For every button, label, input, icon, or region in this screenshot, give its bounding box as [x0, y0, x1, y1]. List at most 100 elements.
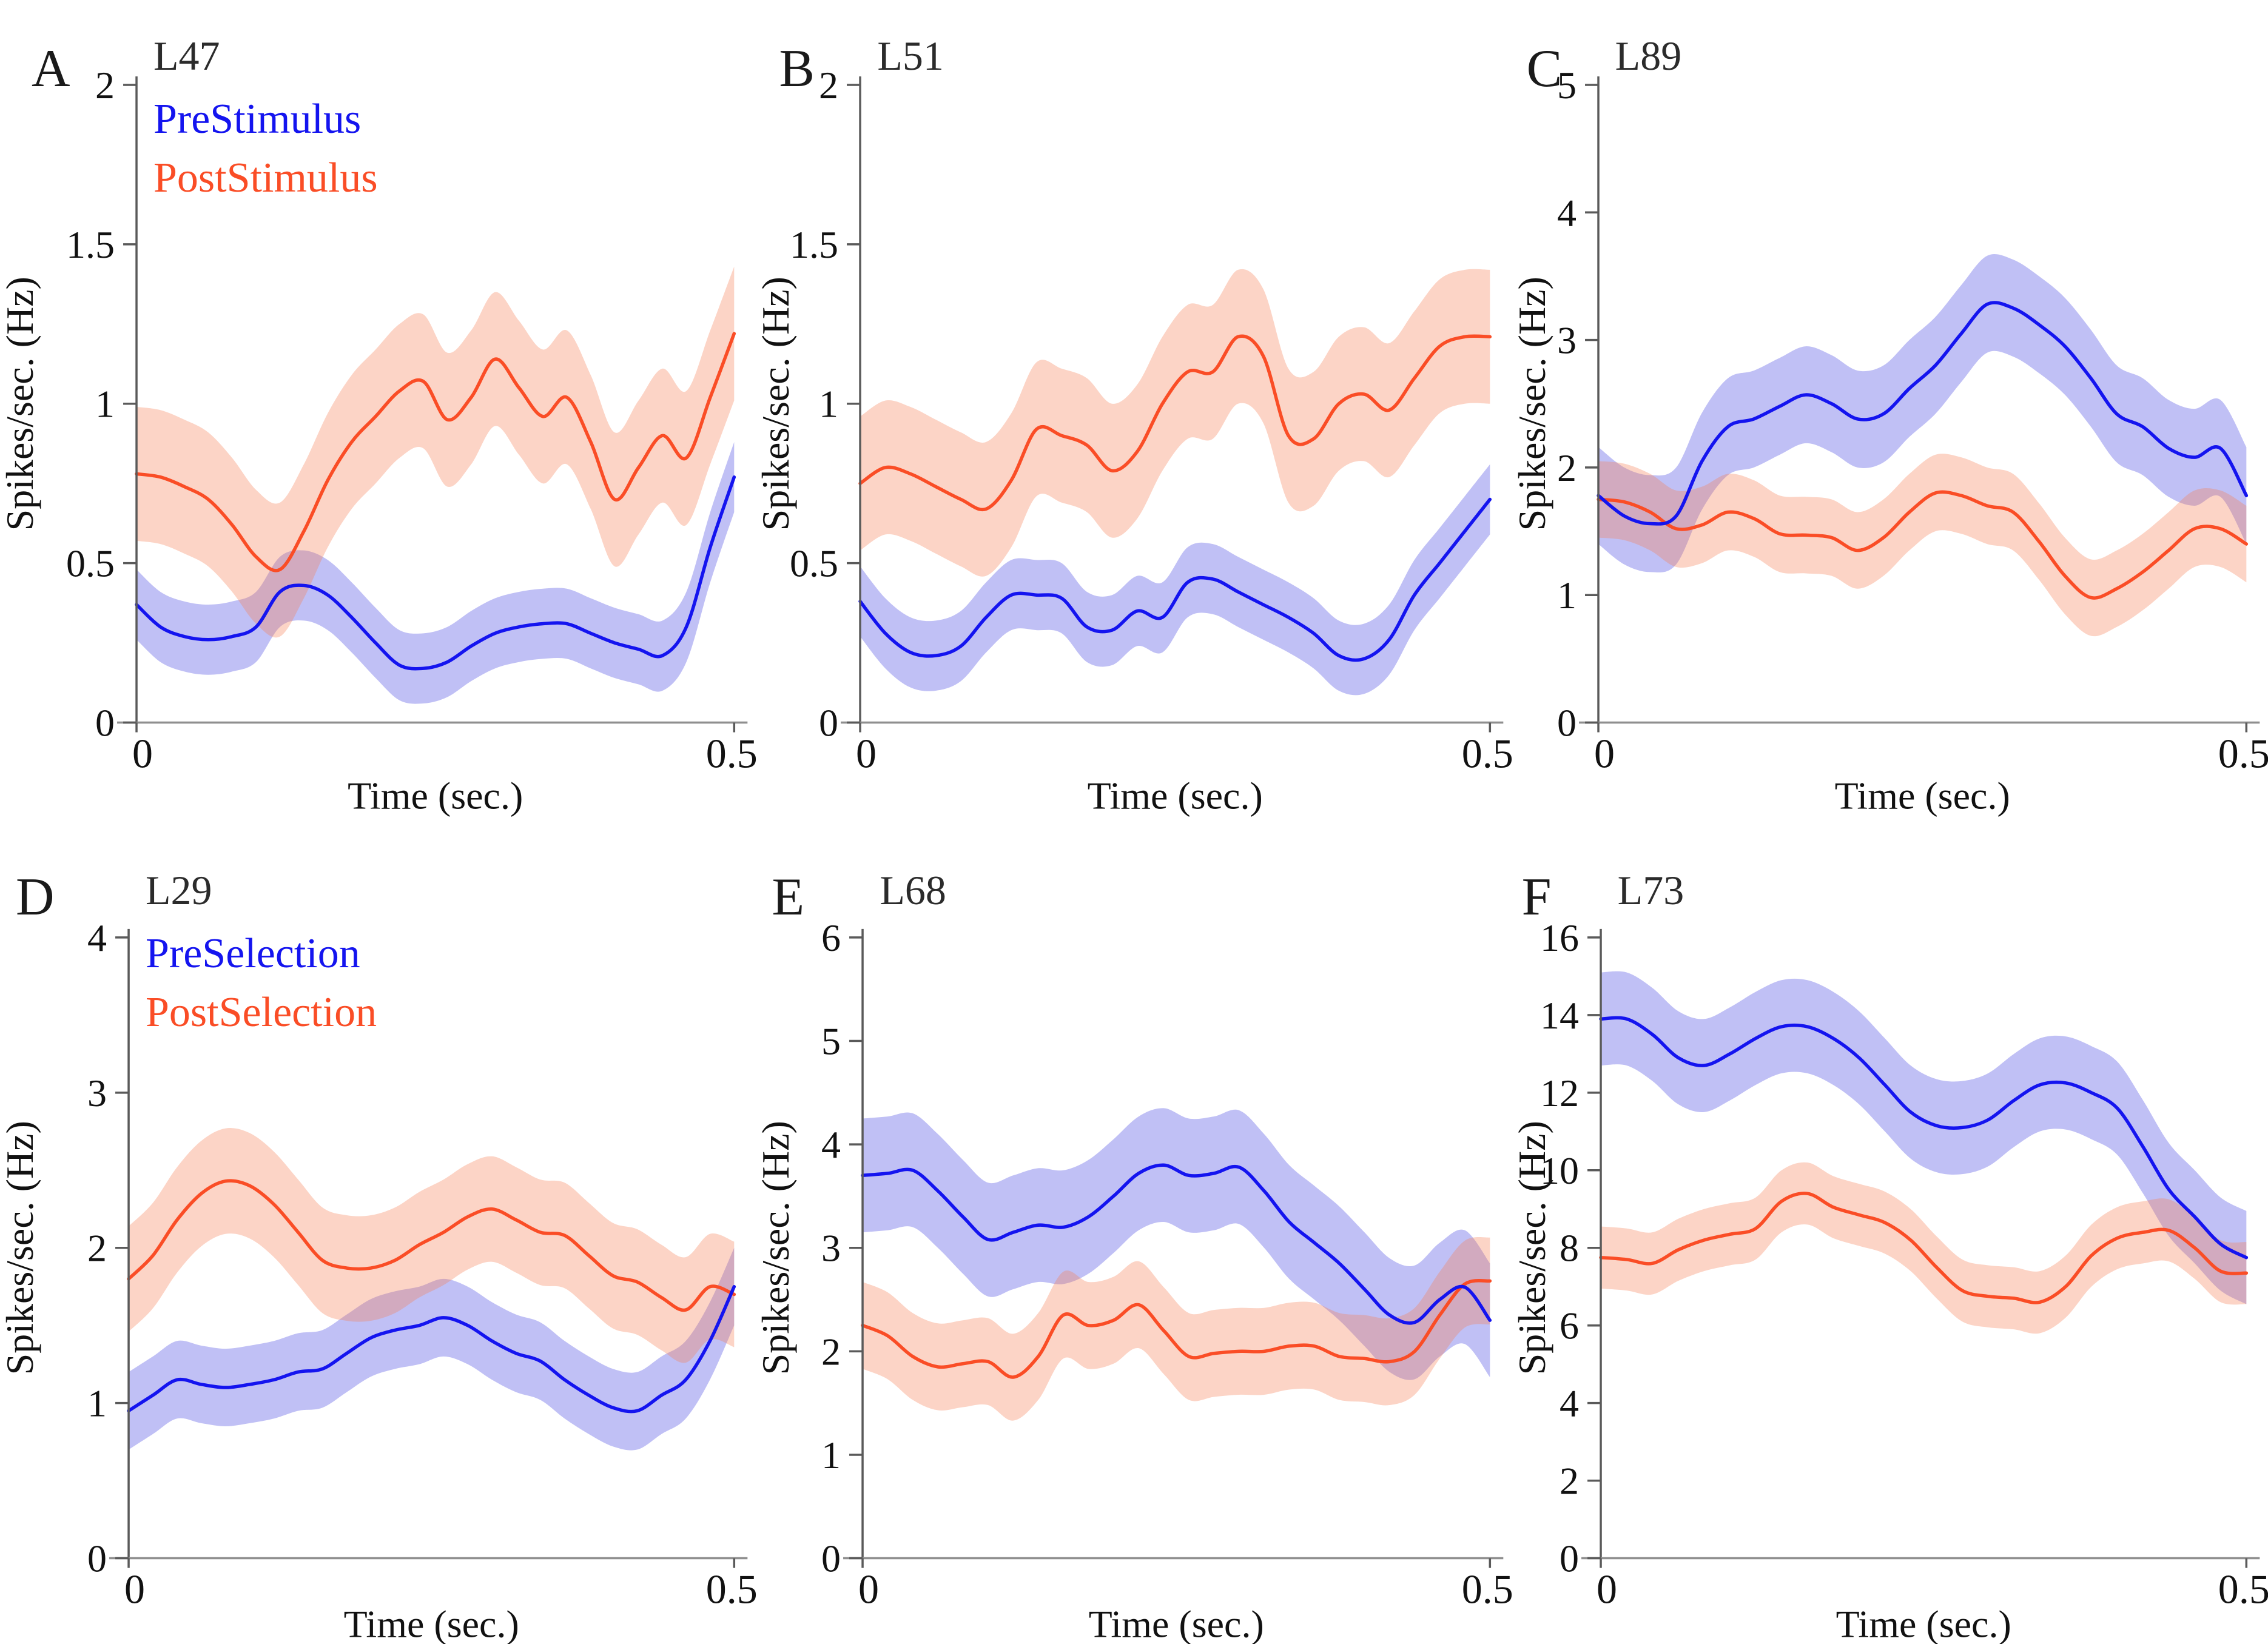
panel-d-plot-area: 0 1 2 3 4 0 0.5 Time (sec.) Spikes/sec. (Hz) [0, 822, 758, 1644]
postselection-error-band [129, 1127, 735, 1363]
postselection-mean-line [127, 1178, 736, 1312]
poststimulus-mean-line [858, 334, 1492, 512]
panel-a-svg: 0 0.5 1 1.5 2 0 0.5 Time (sec.) Spikes/sec. (Hz) [0, 64, 758, 817]
y-axis-label: Spikes/sec. (Hz) [754, 277, 797, 531]
preselection-mean-line [1598, 1016, 2248, 1259]
x-tick-label: 0.5 [706, 731, 758, 777]
y-tick-label: 1.5 [790, 223, 838, 266]
panel-d-legend: PreSelection PostSelection [146, 924, 377, 1042]
panel-b: 0 0.5 1 1.5 2 0 0.5 Time (sec.) Spikes/sec. (Hz)… [754, 0, 1513, 822]
legend-item-poststimulus: PostStimulus [153, 155, 378, 201]
x-tick-label: 0.5 [2218, 1566, 2268, 1612]
panel-b-title: L51 [877, 33, 944, 79]
y-tick-label: 2 [95, 64, 115, 107]
x-tick-label: 0 [124, 1566, 145, 1612]
prestimulus-error-band [1598, 253, 2246, 572]
legend-item-prestimulus: PreStimulus [153, 96, 362, 143]
panel-c-plot-area: 0 1 2 3 4 5 0 0.5 Time (sec.) Spikes/sec. (Hz) [1510, 0, 2268, 822]
panel-c-title: L89 [1615, 33, 1682, 79]
prestimulus-error-band [860, 464, 1490, 696]
y-axis-label: Spikes/sec. (Hz) [1510, 277, 1553, 531]
y-tick-label: 2 [87, 1226, 107, 1269]
panel-e-letter: E [772, 867, 805, 927]
panel-e: 0 1 2 3 4 5 6 0 0.5 Time (sec.) Spikes/sec. (Hz) E… [754, 822, 1513, 1644]
x-tick-label: 0.5 [1462, 731, 1513, 777]
y-tick-label: 12 [1540, 1071, 1579, 1114]
poststimulus-error-band [860, 269, 1490, 577]
y-tick-label: 16 [1540, 916, 1579, 959]
poststimulus-mean-line [1596, 490, 2248, 600]
preselection-error-band [1600, 971, 2246, 1304]
panel-e-plot-area: 0 1 2 3 4 5 6 0 0.5 Time (sec.) Spikes/sec. (Hz) [754, 822, 1513, 1644]
panel-e-title: L68 [880, 867, 946, 913]
panel-f: 0 2 4 6 8 10 12 14 16 0 0.5 Time (sec.) Spikes/sec. … [1510, 822, 2268, 1644]
x-tick-label: 0 [1594, 731, 1615, 777]
y-tick-label: 1 [1557, 574, 1576, 617]
panel-a-plot-area: 0 0.5 1 1.5 2 0 0.5 Time (sec.) Spikes/sec. (Hz) [0, 0, 758, 822]
y-tick-label: 2 [1557, 446, 1576, 489]
y-tick-label: 6 [1560, 1304, 1579, 1347]
prestimulus-mean-line [135, 475, 736, 671]
y-tick-label: 3 [821, 1226, 841, 1269]
x-axis-label: Time (sec.) [1836, 1602, 2011, 1644]
y-tick-label: 4 [1557, 191, 1576, 234]
y-tick-label: 6 [821, 916, 841, 959]
y-tick-label: 0 [819, 702, 838, 745]
x-axis-label: Time (sec.) [348, 774, 523, 817]
y-tick-label: 4 [87, 916, 107, 959]
prestimulus-mean-line [1596, 301, 2248, 526]
y-tick-label: 0 [95, 702, 115, 745]
y-tick-label: 1 [95, 383, 115, 426]
y-tick-label: 0 [87, 1537, 107, 1580]
x-axis-label: Time (sec.) [1089, 1602, 1264, 1644]
x-tick-label: 0 [856, 731, 877, 777]
preselection-mean-line [861, 1163, 1492, 1325]
y-tick-label: 4 [821, 1123, 841, 1166]
preselection-error-band [863, 1107, 1490, 1380]
postselection-error-band [1600, 1162, 2246, 1334]
panel-f-title: L73 [1617, 867, 1684, 913]
panel-a-title: L47 [153, 33, 220, 79]
y-tick-label: 1.5 [66, 223, 115, 266]
panel-f-plot-area: 0 2 4 6 8 10 12 14 16 0 0.5 Time (sec.) Spikes/sec. … [1510, 822, 2268, 1644]
panel-b-letter: B [779, 39, 815, 98]
panel-c-letter: C [1526, 39, 1563, 98]
y-tick-label: 8 [1560, 1226, 1579, 1269]
panel-a-letter: A [32, 39, 70, 98]
y-axis-label: Spikes/sec. (Hz) [754, 1121, 797, 1375]
panel-e-svg: 0 1 2 3 4 5 6 0 0.5 Time (sec.) Spikes/sec. (Hz) [754, 916, 1513, 1644]
preselection-error-band [129, 1247, 735, 1451]
panel-a-legend: PreStimulus PostStimulus [153, 90, 378, 207]
y-tick-label: 0.5 [790, 542, 838, 585]
x-axis-label: Time (sec.) [1834, 774, 2010, 817]
preselection-mean-line [127, 1284, 736, 1413]
panel-d: 0 1 2 3 4 0 0.5 Time (sec.) Spikes/sec. (Hz) D L… [0, 822, 758, 1644]
y-tick-label: 3 [87, 1071, 107, 1114]
x-axis-label: Time (sec.) [1088, 774, 1263, 817]
y-tick-label: 2 [819, 64, 838, 107]
y-axis-label: Spikes/sec. (Hz) [0, 277, 41, 531]
x-tick-label: 0.5 [2218, 731, 2268, 777]
panel-d-letter: D [16, 867, 55, 927]
y-tick-label: 1 [87, 1381, 107, 1424]
y-tick-label: 0 [821, 1537, 841, 1580]
y-tick-label: 14 [1540, 993, 1579, 1036]
panel-d-title: L29 [146, 867, 212, 913]
postselection-mean-line [861, 1278, 1492, 1379]
panel-b-plot-area: 0 0.5 1 1.5 2 0 0.5 Time (sec.) Spikes/sec. (Hz) [754, 0, 1513, 822]
x-tick-label: 0.5 [706, 1566, 758, 1612]
panel-c: 0 1 2 3 4 5 0 0.5 Time (sec.) Spikes/sec. (Hz) C … [1510, 0, 2268, 822]
panel-f-letter: F [1521, 867, 1552, 927]
y-tick-label: 0 [1560, 1537, 1579, 1580]
panel-f-svg: 0 2 4 6 8 10 12 14 16 0 0.5 Time (sec.) Spikes/sec. … [1510, 916, 2268, 1644]
y-tick-label: 3 [1557, 319, 1576, 362]
y-tick-label: 2 [1560, 1459, 1579, 1502]
poststimulus-mean-line [135, 332, 736, 572]
y-tick-label: 0 [1557, 702, 1576, 745]
y-tick-label: 1 [819, 383, 838, 426]
panel-c-svg: 0 1 2 3 4 5 0 0.5 Time (sec.) Spikes/sec. (Hz) [1510, 64, 2268, 817]
y-tick-label: 2 [821, 1330, 841, 1373]
prestimulus-mean-line [858, 497, 1492, 662]
poststimulus-error-band [1598, 454, 2246, 637]
x-axis-label: Time (sec.) [344, 1602, 519, 1644]
